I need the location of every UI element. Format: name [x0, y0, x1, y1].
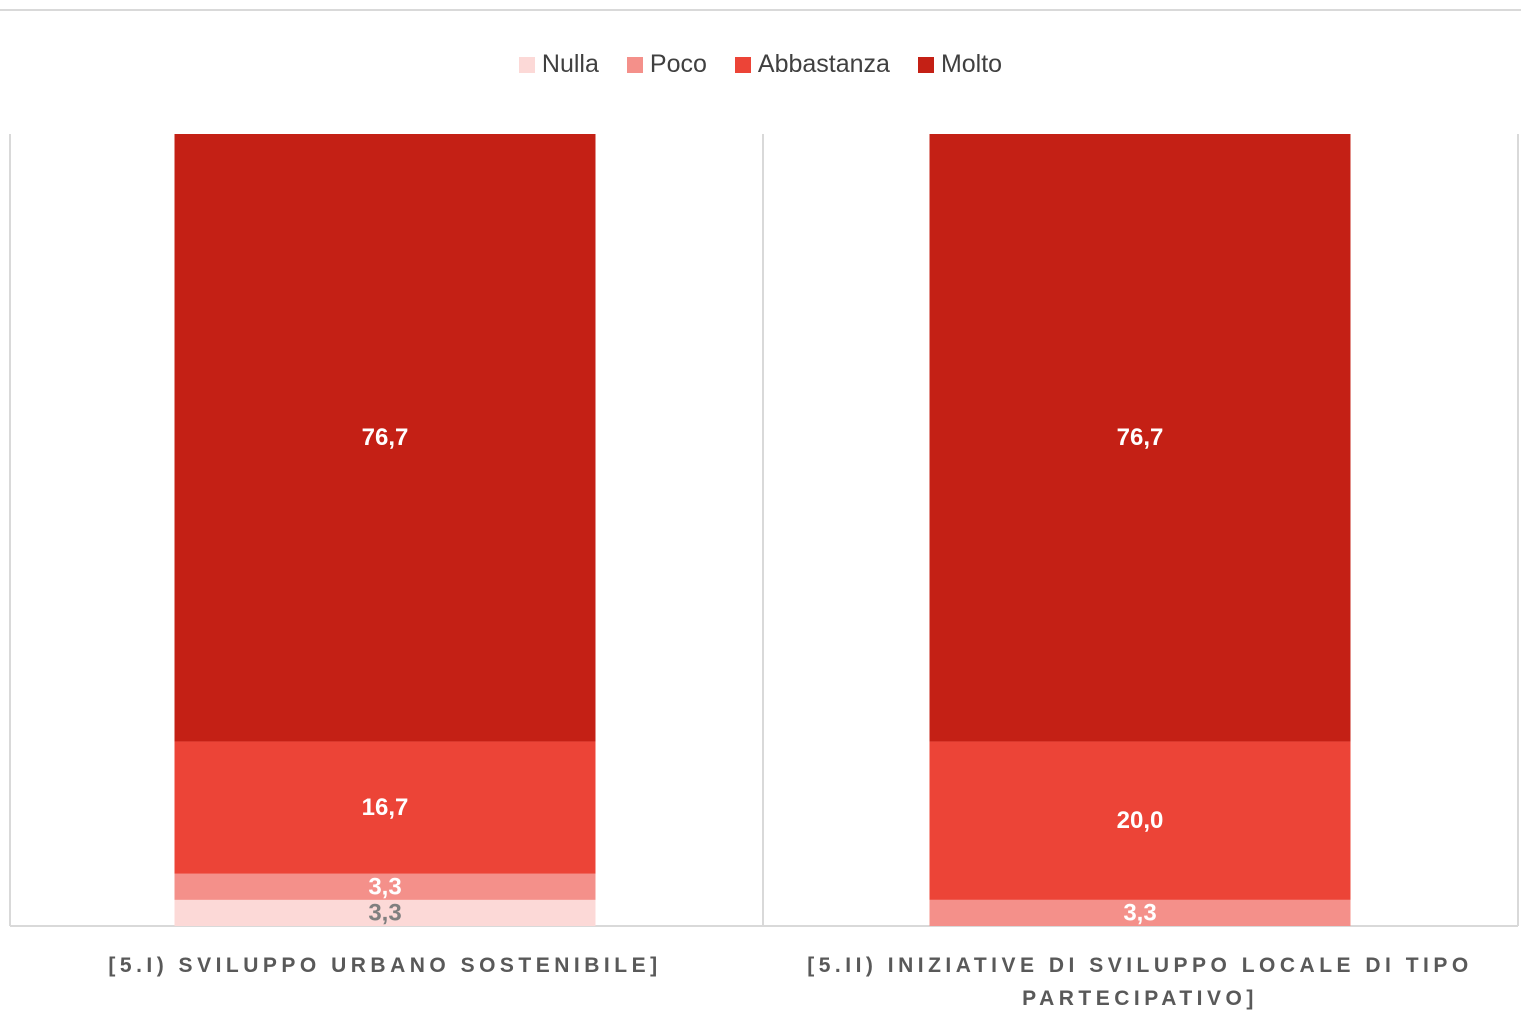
legend-swatch-molto	[917, 56, 934, 73]
top-rule	[0, 9, 1521, 11]
legend-swatch-abbastanza	[734, 56, 751, 73]
data-label-molto-2: 76,7	[1117, 424, 1164, 451]
bar-segment-molto-1	[174, 134, 596, 742]
chart-bars	[174, 134, 1351, 926]
legend-label-nulla: Nulla	[541, 50, 599, 78]
bar-segment-abbastanza-2	[929, 741, 1351, 900]
legend-item-molto: Molto	[917, 50, 1003, 79]
chart-data-labels: 3,33,316,776,73,320,076,7	[362, 424, 1164, 926]
data-label-poco-1: 3,3	[368, 873, 401, 900]
legend-swatch-poco	[626, 56, 643, 73]
legend-label-molto: Molto	[940, 50, 1003, 78]
data-label-nulla-1: 3,3	[368, 899, 401, 926]
legend-item-abbastanza: Abbastanza	[734, 50, 890, 79]
legend-swatch-nulla	[518, 56, 535, 73]
bar-segment-nulla-1	[174, 899, 596, 926]
category-label-2-line-2: PARTECIPATIVO]	[1022, 987, 1258, 1010]
data-label-abbastanza-2: 20,0	[1117, 807, 1164, 834]
legend-label-abbastanza: Abbastanza	[757, 50, 890, 78]
category-label-1-line-1: [5.I) SVILUPPO URBANO SOSTENIBILE]	[108, 954, 661, 977]
data-label-molto-1: 76,7	[362, 424, 409, 451]
data-label-poco-2: 3,3	[1123, 899, 1156, 926]
chart-category-labels: [5.I) SVILUPPO URBANO SOSTENIBILE] [5.II)…	[108, 954, 1472, 1010]
bar-segment-poco-1	[174, 873, 596, 900]
data-label-abbastanza-1: 16,7	[362, 794, 409, 821]
legend-item-poco: Poco	[626, 50, 707, 79]
legend: Nulla Poco Abbastanza Molto	[0, 50, 1521, 79]
legend-item-nulla: Nulla	[518, 50, 599, 79]
legend-label-poco: Poco	[649, 50, 707, 78]
category-label-2-line-1: [5.II) INIZIATIVE DI SVILUPPO LOCALE DI …	[807, 954, 1472, 977]
bar-segment-poco-2	[929, 899, 1351, 926]
bar-segment-abbastanza-1	[174, 741, 596, 874]
bar-segment-molto-2	[929, 134, 1351, 742]
